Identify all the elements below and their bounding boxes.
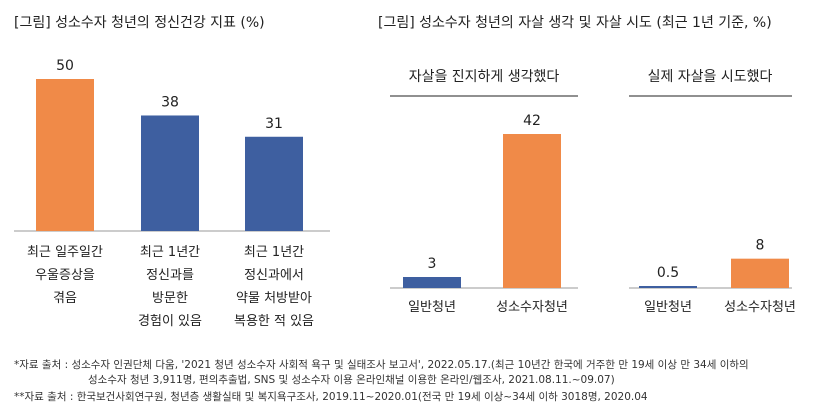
chart1-category-label-2-1: 정신과에서	[244, 268, 304, 283]
panel2-category-label-1: 성소수자청년	[724, 300, 796, 315]
panel1-value-label-1: 42	[523, 113, 541, 129]
chart1-category-label-1-2: 방문한	[152, 291, 188, 306]
panel1-bar-1	[503, 134, 561, 288]
chart1-category-label-0-0: 최근 일주일간	[27, 245, 103, 260]
panel2-bar-0	[639, 286, 697, 288]
panel1-value-label-0: 3	[428, 256, 437, 272]
chart1-category-label-1-3: 경험이 있음	[138, 314, 202, 329]
chart1-bar-1	[141, 115, 199, 231]
chart1-value-label-0: 50	[56, 58, 74, 74]
source-note-1-cont: 성소수자 청년 3,911명, 편의추출법, SNS 및 성소수자 이용 온라인…	[88, 374, 615, 386]
panel2-value-label-1: 8	[756, 238, 765, 254]
source-note-1: *자료 출처 : 성소수자 인권단체 다움, '2021 청년 성소수자 사회적…	[14, 359, 749, 371]
chart1-value-label-1: 38	[161, 94, 179, 110]
charts-canvas: [그림] 성소수자 청년의 정신건강 지표 (%) [그림] 성소수자 청년의 …	[14, 15, 796, 329]
chart1-category-label-1-1: 정신과를	[146, 268, 194, 283]
panel1-subtitle: 자살을 진지하게 생각했다	[409, 69, 560, 85]
panel1-category-label-1: 성소수자청년	[496, 300, 568, 315]
chart2-title: [그림] 성소수자 청년의 자살 생각 및 자살 시도 (최근 1년 기준, %…	[378, 15, 772, 31]
panel2-subtitle: 실제 자살을 시도했다	[648, 69, 773, 85]
panel2-value-label-0: 0.5	[657, 265, 679, 281]
panel2-bar-1	[731, 258, 789, 288]
chart1-value-label-2: 31	[265, 116, 283, 132]
panel1-category-label-0: 일반청년	[408, 300, 456, 315]
chart1-category-label-2-2: 약물 처방받아	[236, 291, 312, 306]
chart1-bar-0	[36, 79, 94, 231]
chart1-category-label-0-2: 겪음	[53, 291, 77, 306]
chart1-bar-2	[245, 136, 303, 231]
source-note-2: **자료 출처 : 한국보건사회연구원, 청년층 생활실태 및 복지욕구조사, …	[14, 391, 648, 403]
chart1-category-label-1-0: 최근 1년간	[140, 245, 200, 260]
panel1-bar-0	[403, 277, 461, 288]
chart1-category-label-0-1: 우울증상을	[35, 268, 95, 283]
panel2-category-label-0: 일반청년	[644, 300, 692, 315]
chart1-title: [그림] 성소수자 청년의 정신건강 지표 (%)	[14, 15, 265, 31]
chart1-category-label-2-0: 최근 1년간	[244, 245, 304, 260]
chart1-category-label-2-3: 복용한 적 있음	[234, 314, 314, 329]
